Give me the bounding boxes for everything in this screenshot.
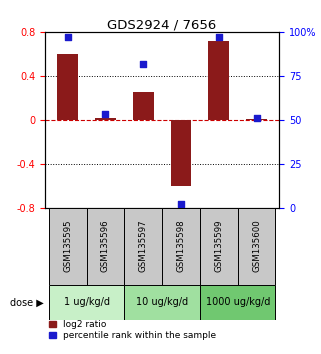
Point bbox=[141, 61, 146, 66]
Title: GDS2924 / 7656: GDS2924 / 7656 bbox=[108, 19, 217, 32]
Text: GSM135597: GSM135597 bbox=[139, 220, 148, 273]
Bar bbox=[95, 118, 116, 120]
Text: 10 ug/kg/d: 10 ug/kg/d bbox=[136, 297, 188, 307]
Text: GSM135600: GSM135600 bbox=[252, 220, 261, 273]
Bar bbox=[124, 285, 200, 320]
Text: GSM135598: GSM135598 bbox=[177, 220, 186, 273]
Point bbox=[103, 112, 108, 117]
Bar bbox=[57, 54, 78, 120]
Bar bbox=[133, 92, 154, 120]
Bar bbox=[200, 208, 238, 285]
Bar bbox=[124, 208, 162, 285]
Bar bbox=[238, 208, 275, 285]
Point bbox=[216, 34, 221, 40]
Bar bbox=[87, 208, 124, 285]
Bar bbox=[246, 119, 267, 120]
Text: 1 ug/kg/d: 1 ug/kg/d bbox=[64, 297, 109, 307]
Text: GSM135599: GSM135599 bbox=[214, 220, 223, 272]
Point bbox=[254, 115, 259, 121]
Bar bbox=[170, 120, 191, 185]
Point bbox=[178, 201, 184, 207]
Text: GSM135596: GSM135596 bbox=[101, 220, 110, 273]
Bar bbox=[162, 208, 200, 285]
Bar bbox=[208, 41, 229, 120]
Bar bbox=[49, 285, 124, 320]
Text: 1000 ug/kg/d: 1000 ug/kg/d bbox=[205, 297, 270, 307]
Text: dose ▶: dose ▶ bbox=[11, 297, 44, 307]
Text: GSM135595: GSM135595 bbox=[63, 220, 72, 273]
Bar bbox=[200, 285, 275, 320]
Point bbox=[65, 34, 70, 40]
Legend: log2 ratio, percentile rank within the sample: log2 ratio, percentile rank within the s… bbox=[49, 320, 216, 341]
Bar bbox=[49, 208, 87, 285]
